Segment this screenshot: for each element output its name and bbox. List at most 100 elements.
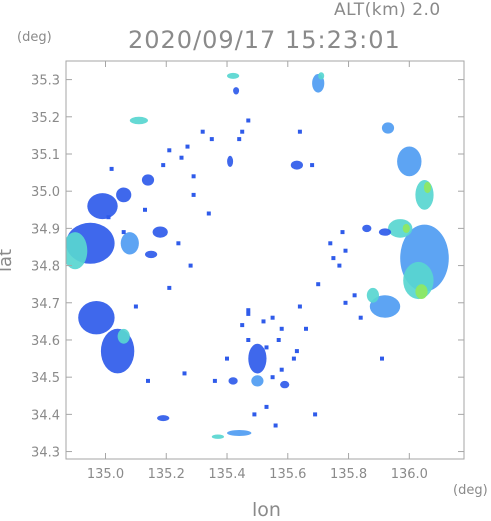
echo-speckle <box>206 211 211 216</box>
echo-speckle <box>276 338 281 342</box>
echo-speckle <box>291 356 296 361</box>
x-tick-label: 135.0 <box>87 467 124 482</box>
echo-speckle <box>109 166 114 171</box>
echo-cell <box>290 160 303 170</box>
echo-cell <box>227 155 234 167</box>
y-tick-label: 34.9 <box>31 222 60 237</box>
echo-speckle <box>261 319 266 324</box>
echo-speckle <box>161 163 166 168</box>
x-tick-label: 136.0 <box>391 467 428 482</box>
y-tick-label: 35.0 <box>31 185 60 200</box>
echo-speckle <box>337 263 342 268</box>
y-tick-label: 34.5 <box>31 371 60 386</box>
echo-speckle <box>143 207 147 212</box>
echo-cell <box>157 415 170 422</box>
echo-speckle <box>340 230 345 235</box>
echo-speckle <box>273 423 278 428</box>
echo-cell <box>251 375 264 387</box>
echo-speckle <box>176 241 181 246</box>
x-unit-label: (deg) <box>453 483 488 498</box>
y-tick-label: 35.2 <box>31 111 60 126</box>
echo-speckle <box>106 215 111 220</box>
y-tick-label: 35.3 <box>31 74 60 89</box>
x-tick-label: 135.8 <box>330 467 367 482</box>
echo-cell <box>415 284 428 299</box>
echo-speckle <box>191 174 196 179</box>
echo-cell <box>233 87 240 95</box>
echo-speckle <box>212 378 217 383</box>
echo-speckle <box>279 326 284 331</box>
echo-speckle <box>188 263 193 268</box>
echo-speckle <box>297 304 302 309</box>
echo-speckle <box>358 315 363 320</box>
echo-speckle <box>133 304 138 309</box>
echo-speckle <box>240 129 245 134</box>
echo-cell <box>87 193 118 220</box>
echo-cell <box>116 187 132 203</box>
echo-cell <box>228 377 238 385</box>
y-tick-label: 35.1 <box>31 148 60 163</box>
echo-cell <box>369 295 401 318</box>
echo-layer <box>66 72 449 439</box>
x-axis-label: lon <box>252 499 281 521</box>
echo-cell <box>378 228 392 236</box>
x-tick-label: 135.4 <box>208 467 245 482</box>
echo-speckle <box>146 378 150 383</box>
echo-cell <box>120 232 139 255</box>
echo-cell <box>117 328 130 344</box>
echo-speckle <box>237 137 242 142</box>
echo-speckle <box>331 256 336 261</box>
echo-cell <box>211 434 224 439</box>
timestamp-title: 2020/09/17 15:23:01 <box>128 26 401 54</box>
echo-cell <box>381 122 395 134</box>
echo-speckle <box>240 323 245 328</box>
echo-cell <box>318 72 325 80</box>
echo-cell <box>388 219 413 238</box>
echo-cell <box>248 343 267 374</box>
echo-speckle <box>225 356 229 361</box>
echo-cell <box>423 181 432 194</box>
echo-cell <box>227 72 240 79</box>
echo-speckle <box>270 315 275 320</box>
echo-speckle <box>343 248 348 253</box>
echo-speckle <box>297 129 302 134</box>
echo-cell <box>362 224 372 233</box>
echo-cell <box>227 430 252 436</box>
echo-speckle <box>182 371 187 376</box>
y-tick-label: 34.8 <box>31 260 60 275</box>
y-unit-label: (deg) <box>17 30 52 45</box>
echo-speckle <box>191 192 196 197</box>
echo-speckle <box>316 282 321 287</box>
echo-speckle <box>380 356 384 361</box>
echo-cell <box>402 223 410 233</box>
echo-cell <box>152 226 168 238</box>
echo-speckle <box>294 349 299 354</box>
altitude-label: ALT(km) 2.0 <box>334 0 441 20</box>
echo-speckle <box>252 412 257 417</box>
echo-speckle <box>209 137 214 142</box>
echo-speckle <box>343 300 348 305</box>
echo-speckle <box>246 311 251 316</box>
y-tick-label: 34.4 <box>31 408 60 423</box>
echo-speckle <box>313 412 318 417</box>
plot-frame <box>65 60 465 460</box>
echo-speckle <box>264 345 269 350</box>
echo-cell <box>366 287 379 303</box>
echo-speckle <box>246 308 251 313</box>
echo-cell <box>145 250 158 259</box>
x-ticks: 135.0 135.2 135.4 135.6 135.8 136.0 <box>87 61 428 482</box>
echo-speckle <box>246 118 251 123</box>
echo-speckle <box>185 144 190 149</box>
echo-speckle <box>167 148 172 153</box>
echo-speckle <box>352 293 357 298</box>
echo-cell <box>66 232 88 270</box>
echo-speckle <box>179 155 184 160</box>
echo-cell <box>141 174 155 186</box>
echo-speckle <box>328 241 333 246</box>
y-tick-label: 34.6 <box>31 334 60 349</box>
y-tick-label: 34.3 <box>31 446 60 461</box>
echo-speckle <box>167 285 172 290</box>
echo-speckle <box>304 326 308 331</box>
echo-speckle <box>264 404 269 409</box>
